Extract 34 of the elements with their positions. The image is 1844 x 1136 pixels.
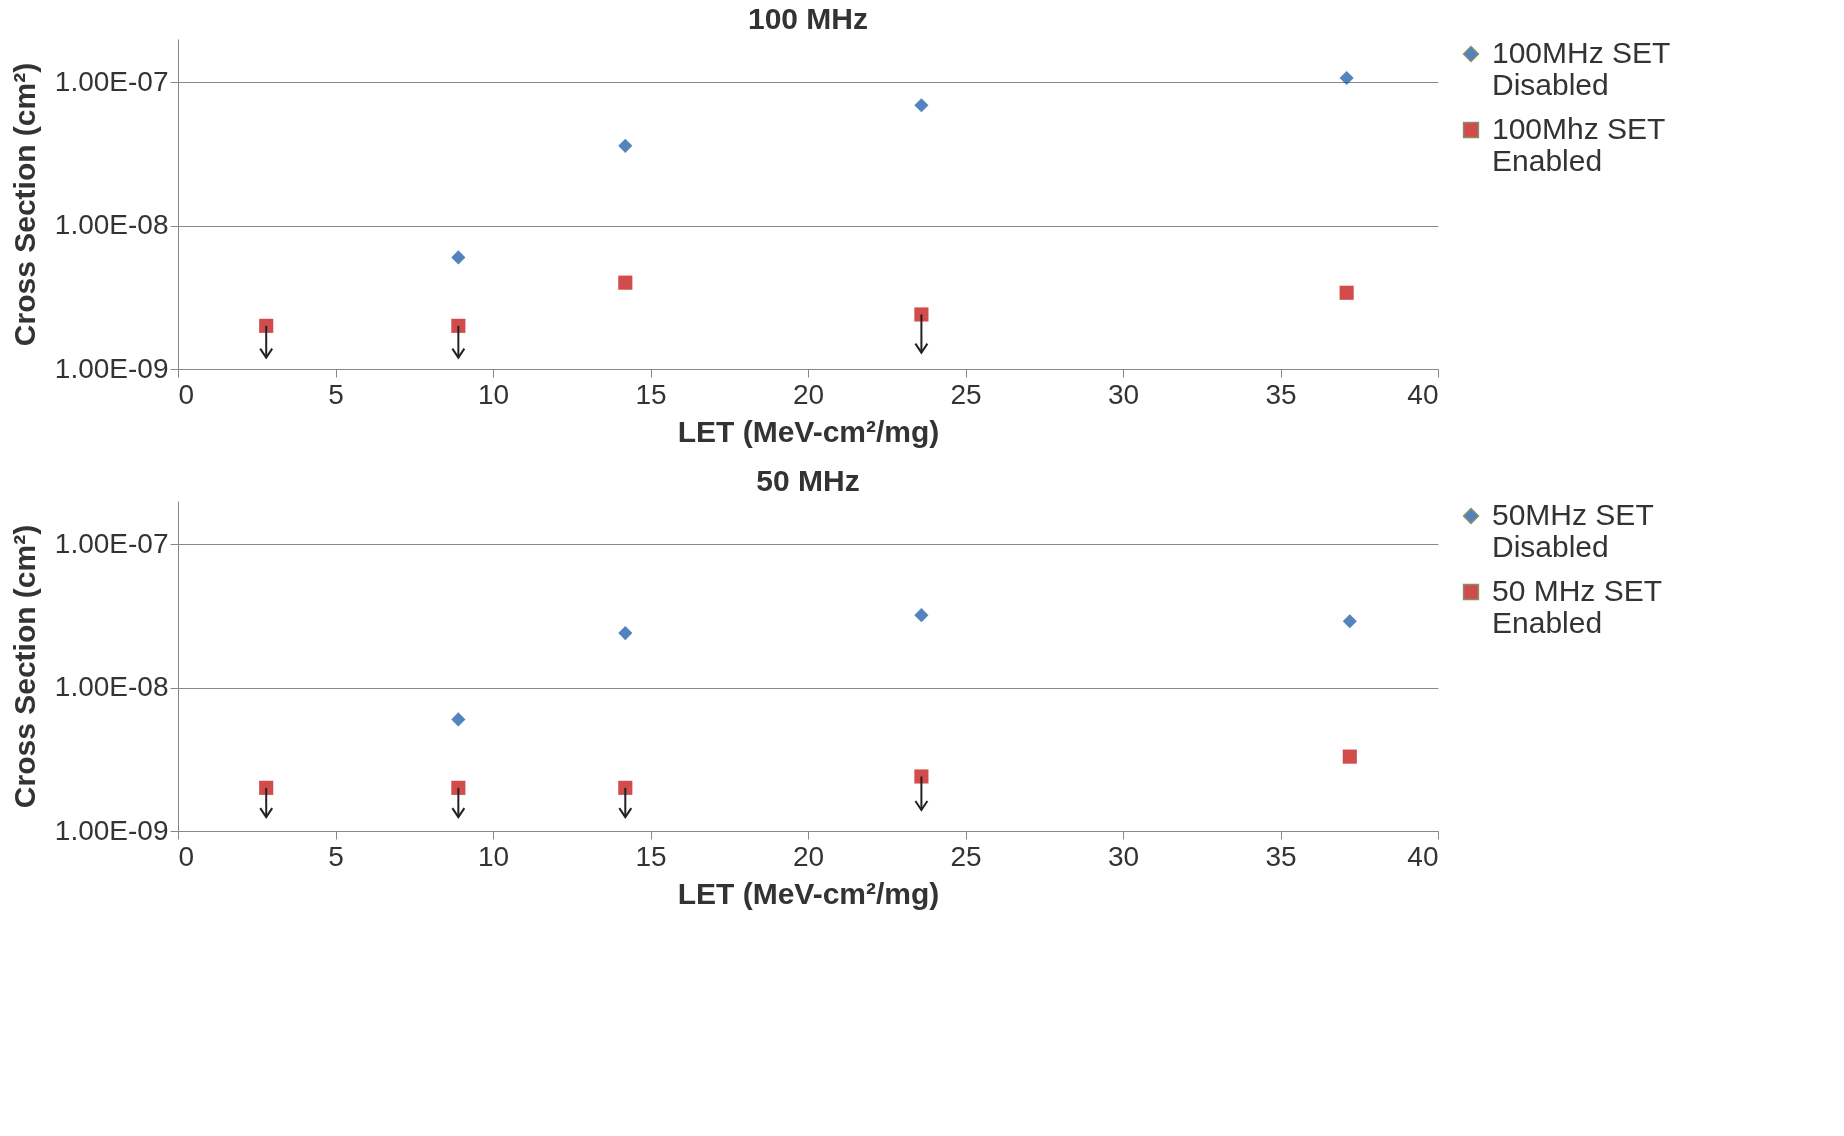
x-tick-label: 35 xyxy=(1265,378,1297,410)
y-tick-label: 1.00E-09 xyxy=(54,814,169,846)
x-tick-label: 30 xyxy=(1107,840,1140,872)
chart-title: 50 MHz xyxy=(756,464,860,497)
x-tick-label: 25 xyxy=(950,378,982,410)
x-tick-label: 5 xyxy=(328,840,344,872)
x-tick-label: 15 xyxy=(635,378,667,410)
x-tick-label: 20 xyxy=(792,378,825,410)
x-tick-label: 40 xyxy=(1407,378,1439,410)
x-axis-title: LET (MeV-cm²/mg) xyxy=(677,414,940,448)
y-tick-label: 1.00E-07 xyxy=(54,65,169,97)
y-tick-label: 1.00E-09 xyxy=(54,352,169,384)
x-tick-label: 10 xyxy=(477,378,510,410)
x-tick-label: 5 xyxy=(328,378,344,410)
y-tick-label: 1.00E-07 xyxy=(54,527,169,559)
y-tick-label: 1.00E-08 xyxy=(54,209,169,241)
legend-label: 50 MHz SET Enabled xyxy=(1492,574,1663,639)
x-tick-label: 20 xyxy=(792,840,825,872)
x-tick-label: 35 xyxy=(1265,840,1297,872)
y-axis-title: Cross Section (cm²) xyxy=(7,62,41,347)
x-tick-label: 30 xyxy=(1107,378,1140,410)
x-tick-label: 15 xyxy=(635,840,667,872)
x-axis-title: LET (MeV-cm²/mg) xyxy=(677,876,940,910)
y-tick-label: 1.00E-08 xyxy=(54,671,169,703)
legend-label: 100Mhz SET Enabled xyxy=(1492,112,1666,177)
x-tick-label: 0 xyxy=(178,378,195,410)
legend-label: 100MHz SET Disabled xyxy=(1492,36,1671,101)
x-tick-label: 0 xyxy=(178,840,195,872)
legend-label: 50MHz SET Disabled xyxy=(1492,498,1654,563)
x-tick-label: 25 xyxy=(950,840,982,872)
y-axis-title: Cross Section (cm²) xyxy=(7,524,41,809)
x-tick-label: 40 xyxy=(1407,840,1439,872)
x-tick-label: 10 xyxy=(477,840,510,872)
chart-title: 100 MHz xyxy=(747,2,869,35)
